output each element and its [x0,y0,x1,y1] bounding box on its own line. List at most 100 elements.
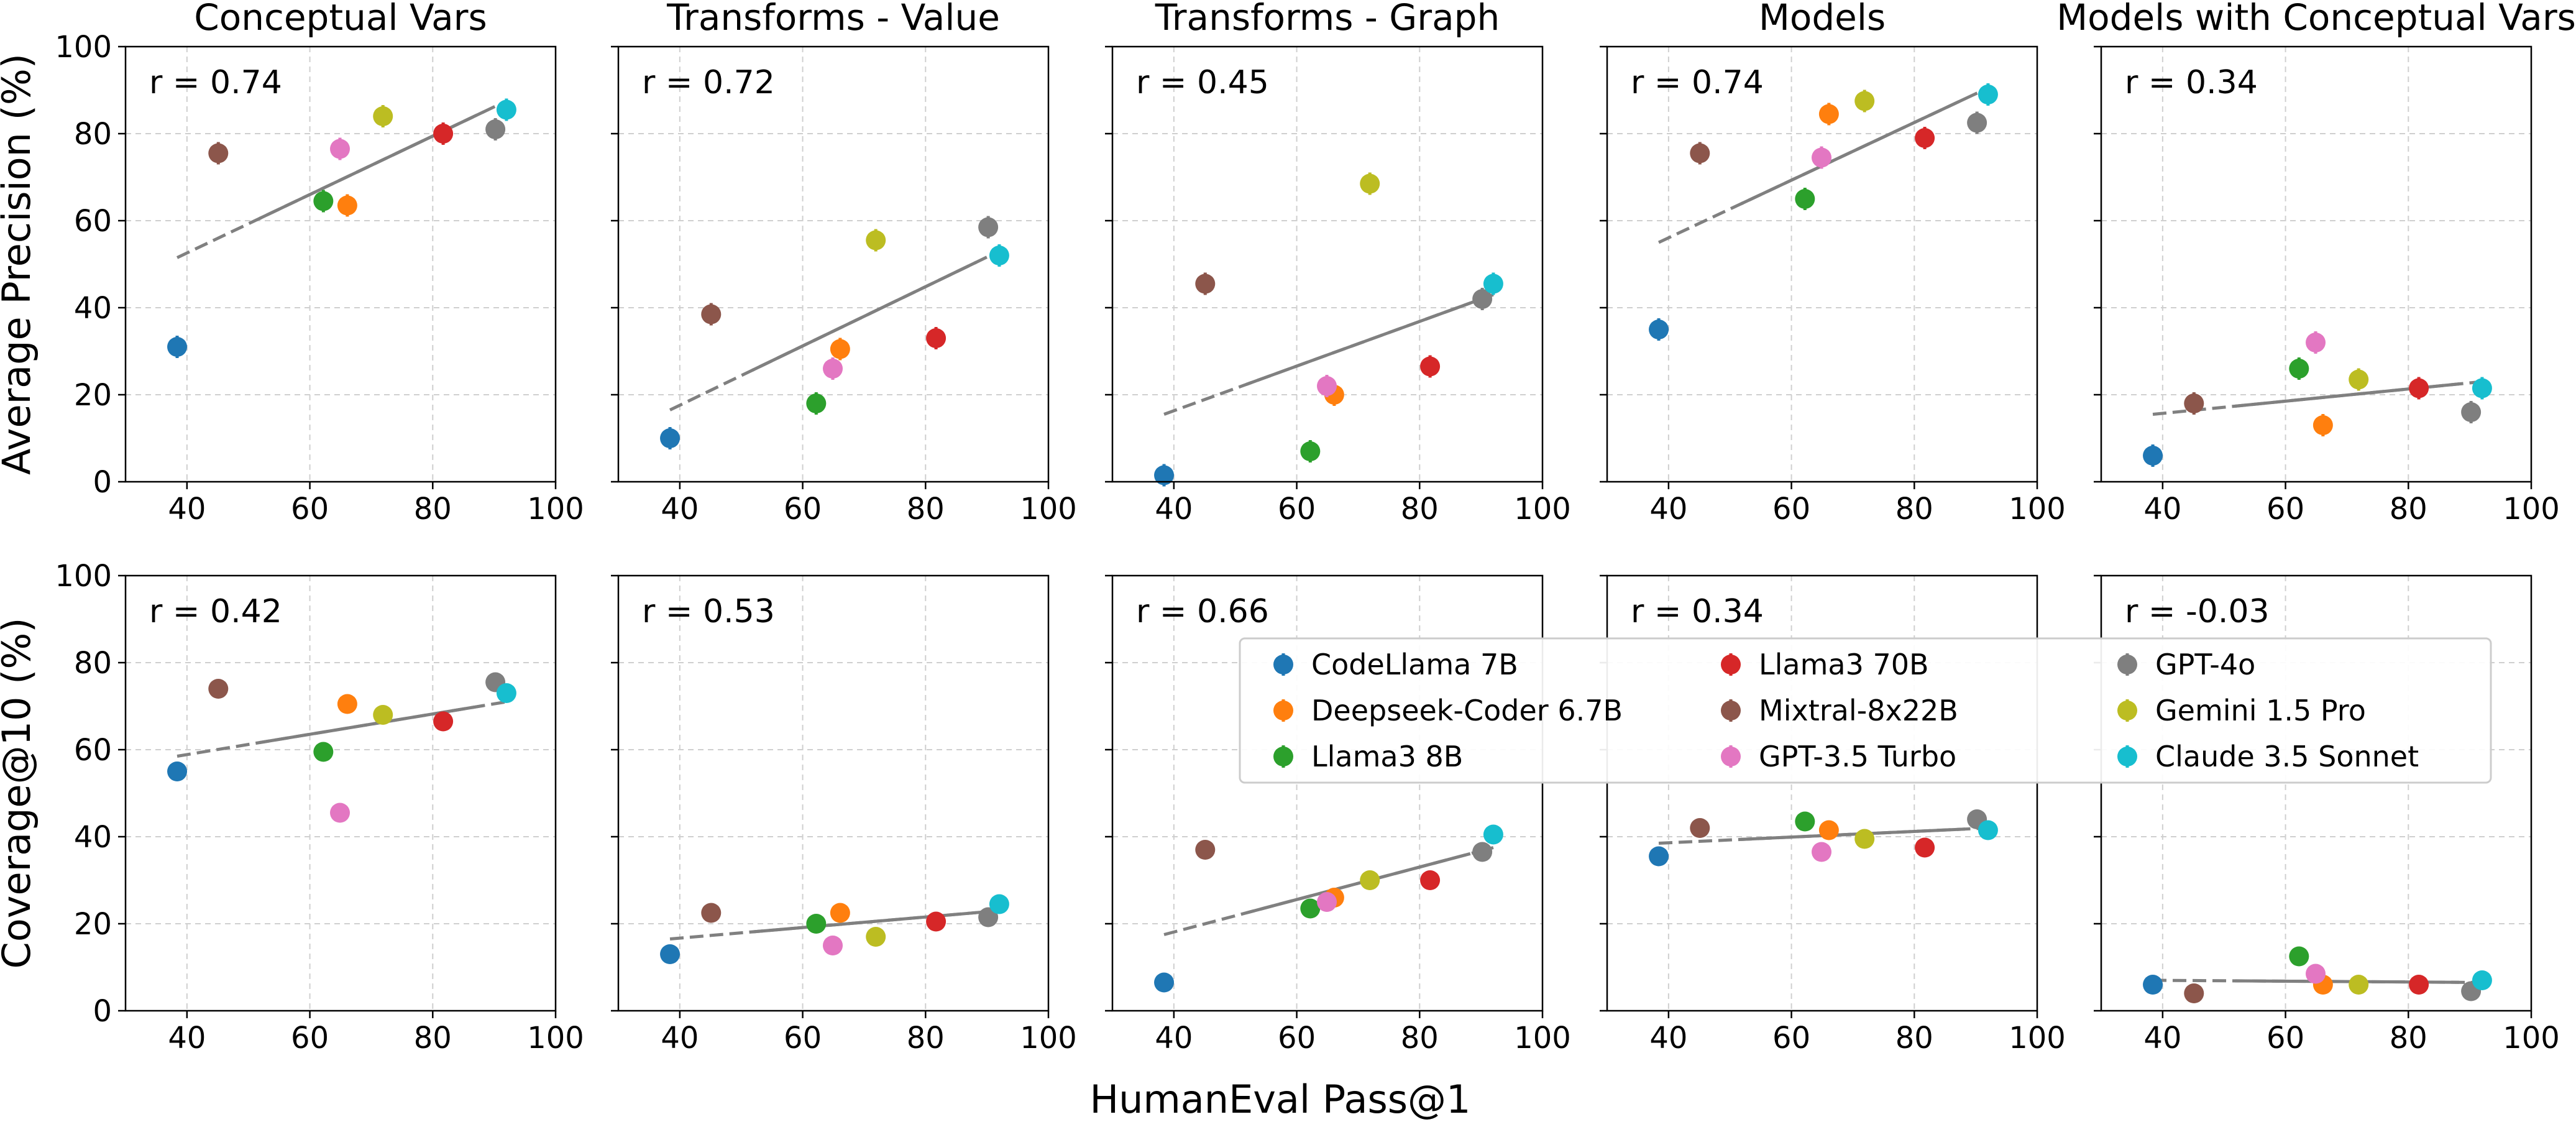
y-tick-label-r1c0-80: 80 [74,646,112,681]
point-r0c2-gpt-4o [1472,289,1493,309]
panel-frame-r1c0 [124,574,557,1012]
panel-title-1: Transforms - Value [666,0,1000,39]
x-tick-label-r0c0-60: 60 [291,492,329,527]
point-r0c4-llama3-8b [2289,359,2309,379]
point-r1c1-claude-3-5-sonnet [989,894,1009,914]
r-label-r0c3: r = 0.74 [1631,64,1764,101]
panel-title-3: Models [1759,0,1886,39]
legend-marker-llama3-70b [1721,655,1741,674]
point-r1c2-claude-3-5-sonnet [1483,824,1503,845]
x-tick-label-r1c1-80: 80 [907,1021,945,1056]
x-tick-label-r1c2-40: 40 [1155,1021,1193,1056]
point-r0c1-llama3-8b [806,393,827,413]
x-tick-label-r0c4-40: 40 [2143,492,2181,527]
y-tick-label-r0c0-80: 80 [74,117,112,152]
x-tick-label-r0c1-80: 80 [907,492,945,527]
legend-marker-deepseek-coder-6-7b [1273,701,1293,720]
point-r0c2-gpt-3-5-turbo [1317,376,1337,396]
r-label-r0c1: r = 0.72 [642,64,775,101]
x-tick-label-r0c4-100: 100 [2503,492,2560,527]
x-tick-label-r0c0-80: 80 [414,492,452,527]
legend-marker-llama3-8b [1273,747,1293,766]
point-r0c2-llama3-8b [1300,441,1321,461]
point-r1c3-mixtral-8x22b [1690,818,1710,838]
point-r1c4-mixtral-8x22b [2184,983,2204,1003]
point-r0c1-llama3-70b [926,328,947,348]
x-tick-label-r1c2-60: 60 [1278,1021,1316,1056]
point-r1c4-gpt-3-5-turbo [2306,964,2326,984]
point-r1c3-deepseek-coder-6-7b [1818,820,1839,840]
x-tick-label-r0c1-100: 100 [1020,492,1077,527]
point-r0c0-codellama-7b [167,337,188,357]
point-r0c4-llama3-70b [2409,378,2429,398]
legend-marker-mixtral-8x22b [1721,701,1741,720]
x-tick-label-r1c1-40: 40 [661,1021,699,1056]
x-tick-label-r1c4-60: 60 [2267,1021,2304,1056]
fit-line-solid-r0c3 [1740,97,1966,206]
x-tick-label-r1c3-100: 100 [2009,1021,2066,1056]
y-axis-title-0: Average Precision (%) [0,53,39,475]
point-r0c1-deepseek-coder-6-7b [830,339,850,359]
y-tick-label-r1c0-0: 0 [93,994,112,1029]
legend-label-llama3-8b: Llama3 8B [1311,740,1463,773]
point-r1c3-gpt-3-5-turbo [1812,842,1832,862]
point-r0c1-mixtral-8x22b [701,304,722,324]
x-tick-label-r0c4-80: 80 [2390,492,2427,527]
x-tick-label-r0c3-40: 40 [1649,492,1687,527]
point-r1c3-claude-3-5-sonnet [1978,820,1998,840]
panel-title-2: Transforms - Graph [1155,0,1500,39]
point-r1c2-gemini-1-5-pro [1360,870,1380,890]
point-r0c1-gemini-1-5-pro [866,230,886,251]
legend-marker-gpt-3-5-turbo [1721,747,1741,766]
x-tick-label-r0c1-40: 40 [661,492,699,527]
point-r0c2-claude-3-5-sonnet [1483,274,1503,294]
point-r0c4-claude-3-5-sonnet [2472,378,2492,398]
point-r1c1-gpt-4o [978,907,999,927]
point-r0c4-deepseek-coder-6-7b [2312,415,2333,435]
point-r1c1-llama3-70b [926,911,947,932]
legend-label-gemini-1-5-pro: Gemini 1.5 Pro [2155,694,2366,727]
panel-frame-r0c0 [124,45,557,483]
panel-frame-r0c3 [1606,45,2038,483]
point-r1c2-llama3-70b [1420,870,1441,890]
y-tick-label-r1c0-100: 100 [55,559,112,594]
x-tick-label-r1c0-40: 40 [168,1021,206,1056]
x-tick-label-r0c2-100: 100 [1514,492,1571,527]
point-r1c2-gpt-4o [1472,842,1493,862]
panel-frame-r1c2 [1111,574,1544,1012]
point-r0c0-gpt-4o [485,119,506,139]
x-tick-label-r1c4-40: 40 [2143,1021,2181,1056]
legend-marker-gpt-4o [2117,655,2137,674]
point-r0c0-mixtral-8x22b [208,143,229,163]
point-r1c2-gpt-3-5-turbo [1317,892,1337,912]
r-label-r0c2: r = 0.45 [1136,64,1269,101]
point-r0c0-gpt-3-5-turbo [330,139,351,159]
point-r0c0-llama3-8b [313,191,334,211]
point-r1c0-claude-3-5-sonnet [496,683,516,703]
y-tick-label-r1c0-60: 60 [74,733,112,768]
point-r1c2-llama3-8b [1300,898,1321,919]
point-r0c1-codellama-7b [660,428,681,448]
legend-label-llama3-70b: Llama3 70B [1759,648,1929,681]
fit-line-solid-r1c2 [1245,852,1471,914]
x-tick-label-r0c3-80: 80 [1895,492,1933,527]
point-r1c3-codellama-7b [1649,846,1669,867]
point-r0c3-llama3-70b [1915,128,1935,148]
x-tick-label-r1c1-60: 60 [784,1021,822,1056]
panel-frame-r0c2 [1111,45,1544,483]
r-label-r1c0: r = 0.42 [149,593,282,630]
point-r1c1-deepseek-coder-6-7b [830,903,850,923]
legend-marker-codellama-7b [1273,655,1293,674]
x-tick-label-r1c4-80: 80 [2390,1021,2427,1056]
point-r1c0-deepseek-coder-6-7b [337,694,357,714]
point-r1c3-llama3-8b [1795,811,1815,832]
x-tick-label-r1c4-100: 100 [2503,1021,2560,1056]
x-tick-label-r0c0-40: 40 [168,492,206,527]
x-tick-label-r0c1-60: 60 [784,492,822,527]
point-r0c3-llama3-8b [1795,189,1815,209]
point-r1c2-codellama-7b [1154,972,1175,993]
r-label-r1c1: r = 0.53 [642,593,775,630]
point-r0c0-llama3-70b [433,124,454,144]
point-r0c4-codellama-7b [2143,446,2163,466]
